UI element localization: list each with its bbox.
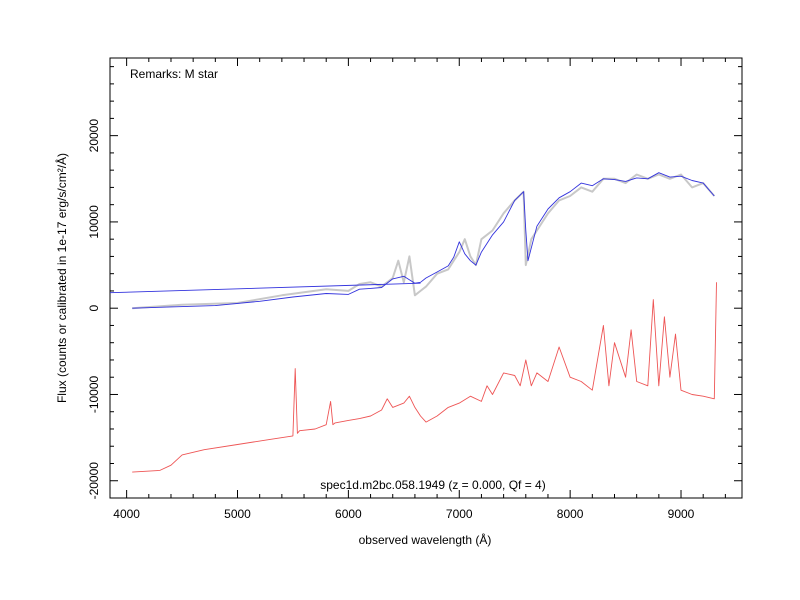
x-axis-label: observed wavelength (Å) (359, 532, 492, 547)
y-axis-label: Flux (counts or calibrated in 1e-17 erg/… (54, 153, 69, 403)
series-line-1 (132, 172, 715, 309)
y-tick-label: -10000 (87, 375, 101, 413)
x-tick-label: 6000 (335, 507, 362, 521)
object-annotation: spec1d.m2bc.058.1949 (z = 0.000, Qf = 4) (320, 478, 545, 492)
y-tick-label: 0 (87, 305, 101, 312)
series-line-2 (109, 282, 421, 294)
y-tick-label: -20000 (87, 462, 101, 500)
series-line-3 (132, 282, 717, 473)
x-tick-label: 8000 (557, 507, 584, 521)
x-tick-label: 7000 (446, 507, 473, 521)
x-tick-label: 9000 (668, 507, 695, 521)
series-line-0 (132, 173, 716, 310)
plot-frame (109, 57, 743, 499)
x-tick-label: 5000 (224, 507, 251, 521)
remarks-annotation: Remarks: M star (130, 67, 218, 81)
series-group (109, 172, 717, 473)
x-tick-label: 4000 (113, 507, 140, 521)
axis-ticks: 4000 5000 6000 7000 8000 9000 -20000 -10000 0 100… (87, 58, 742, 521)
y-tick-label: 10000 (87, 205, 101, 239)
y-tick-label: 20000 (87, 119, 101, 153)
